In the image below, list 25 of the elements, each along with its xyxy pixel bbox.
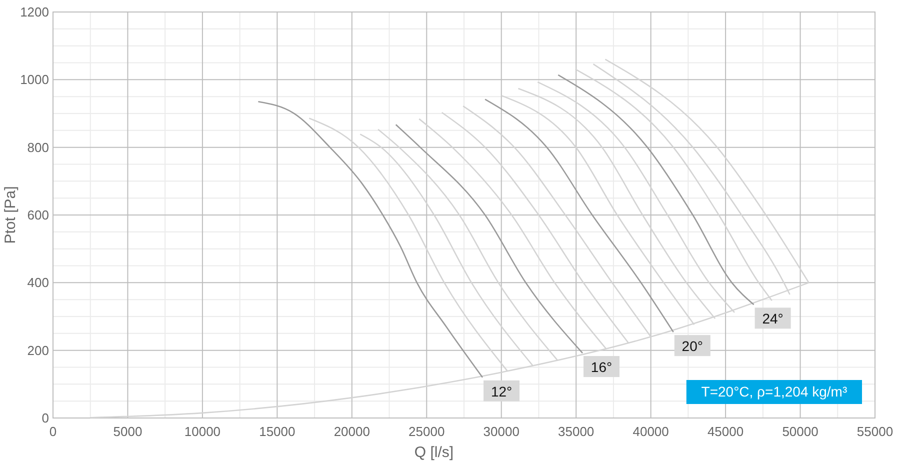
y-axis-title: Ptot [Pa]: [2, 186, 19, 244]
x-tick-label: 35000: [558, 424, 594, 439]
annotation: 16°: [590, 359, 612, 376]
y-tick-label: 0: [42, 410, 49, 426]
x-tick-label: 55000: [856, 424, 894, 439]
x-tick-label: 20000: [334, 424, 370, 439]
x-tick-label: 50000: [782, 424, 818, 439]
x-tick-label: 10000: [184, 424, 221, 439]
x-tick-label: 40000: [632, 424, 669, 439]
x-axis-title: Q [l/s]: [414, 444, 454, 461]
y-tick-label: 600: [27, 208, 49, 222]
x-tick-label: 25000: [408, 424, 445, 439]
annotation: 20°: [682, 338, 703, 354]
x-tick-label: 30000: [483, 424, 520, 439]
y-tick-label: 1200: [20, 4, 49, 20]
y-tick-label: 200: [27, 342, 49, 358]
annotation: 12°: [490, 383, 512, 400]
y-tick-label: 400: [27, 275, 49, 290]
y-tick-label: 1000: [20, 72, 49, 88]
annotation: T=20°C, ρ=1,204 kg/m³: [701, 384, 848, 400]
x-tick-label: 45000: [707, 424, 744, 439]
annotation: 24°: [762, 310, 784, 327]
y-tick-label: 800: [27, 140, 49, 155]
x-tick-label: 15000: [259, 424, 296, 439]
x-tick-label: 5000: [113, 424, 142, 439]
